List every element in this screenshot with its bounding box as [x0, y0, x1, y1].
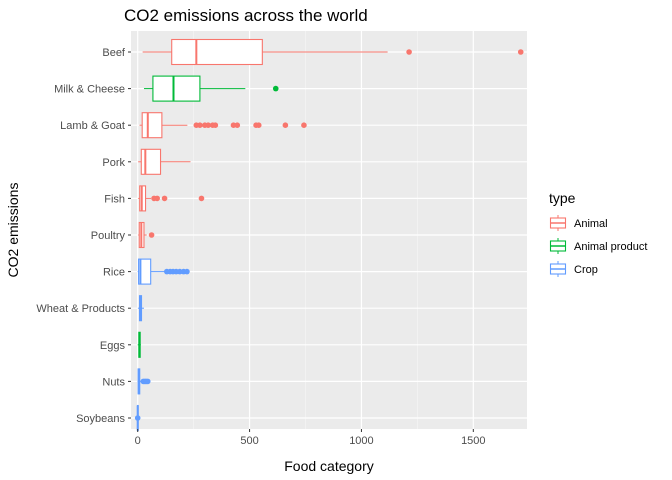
boxplot-milk-cheese [143, 75, 279, 102]
y-axis-title: CO2 emissions [5, 183, 21, 278]
x-tick-label: 0 [135, 435, 141, 447]
y-tick-label: Poultry [91, 230, 126, 242]
outlier-point [517, 49, 524, 55]
legend-label: Animal [574, 218, 608, 230]
x-axis-title: Food category [284, 458, 374, 474]
boxplot-rice [137, 258, 190, 285]
x-tick-label: 1500 [461, 435, 485, 447]
boxplot-pork [138, 148, 191, 175]
x-axis: 0 500 1000 1500 [135, 429, 486, 447]
y-tick-label: Eggs [100, 340, 126, 352]
box [141, 112, 163, 139]
outlier-point [161, 195, 168, 202]
outlier-point [282, 122, 289, 128]
outlier-point [134, 415, 141, 421]
outlier-point [148, 232, 155, 238]
legend-key [549, 260, 567, 278]
boxplots [134, 38, 524, 432]
boxplot-soybeans [134, 404, 141, 432]
y-tick-label: Nuts [102, 376, 125, 388]
boxplot-lamb-goat [139, 112, 307, 139]
boxplot-nuts [137, 368, 151, 395]
y-tick-label: Rice [103, 267, 125, 279]
outlier-point [301, 122, 307, 128]
box [140, 148, 162, 175]
boxplot-poultry [138, 221, 155, 249]
outlier-point [198, 195, 205, 202]
boxplot-fish [138, 185, 205, 212]
y-tick-label: Beef [102, 47, 126, 59]
y-axis: Beef Milk & Cheese Lamb & Goat Pork Fish Poul… [36, 47, 131, 425]
outlier-point [154, 195, 160, 202]
y-tick-label: Milk & Cheese [54, 84, 125, 96]
outlier-point [406, 49, 412, 55]
y-tick-label: Soybeans [76, 413, 125, 425]
y-tick-label: Lamb & Goat [60, 120, 125, 132]
y-tick-label: Fish [104, 193, 125, 205]
y-tick-label: Wheat & Products [36, 303, 125, 315]
legend-title: type [549, 190, 576, 206]
outlier-point [205, 122, 211, 128]
box [171, 38, 263, 66]
legend-key [549, 237, 567, 255]
x-tick-label: 500 [240, 435, 258, 447]
outlier-point [272, 85, 279, 92]
outlier-point [197, 122, 203, 128]
legend-label: Crop [574, 264, 598, 276]
legend-label: Animal product [574, 241, 647, 253]
legend-key [549, 214, 567, 232]
chart-title: CO2 emissions across the world [124, 6, 368, 25]
outlier-point [212, 122, 219, 128]
outlier-point [234, 122, 241, 128]
boxplot-wheat-products [137, 295, 144, 322]
boxplot-eggs [137, 331, 141, 358]
x-tick-label: 1000 [349, 435, 373, 447]
outlier-point [255, 122, 262, 128]
outlier-point [184, 268, 190, 275]
y-tick-label: Pork [102, 157, 125, 169]
boxplot-beef [142, 38, 524, 66]
box [152, 75, 201, 102]
box [138, 258, 152, 285]
legend: type Animal Animal product Crop [549, 190, 647, 278]
outlier-point [144, 378, 151, 385]
